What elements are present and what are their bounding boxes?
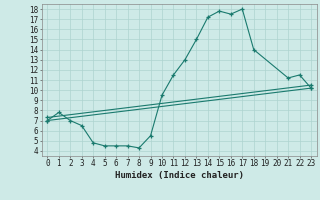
X-axis label: Humidex (Indice chaleur): Humidex (Indice chaleur) [115,171,244,180]
